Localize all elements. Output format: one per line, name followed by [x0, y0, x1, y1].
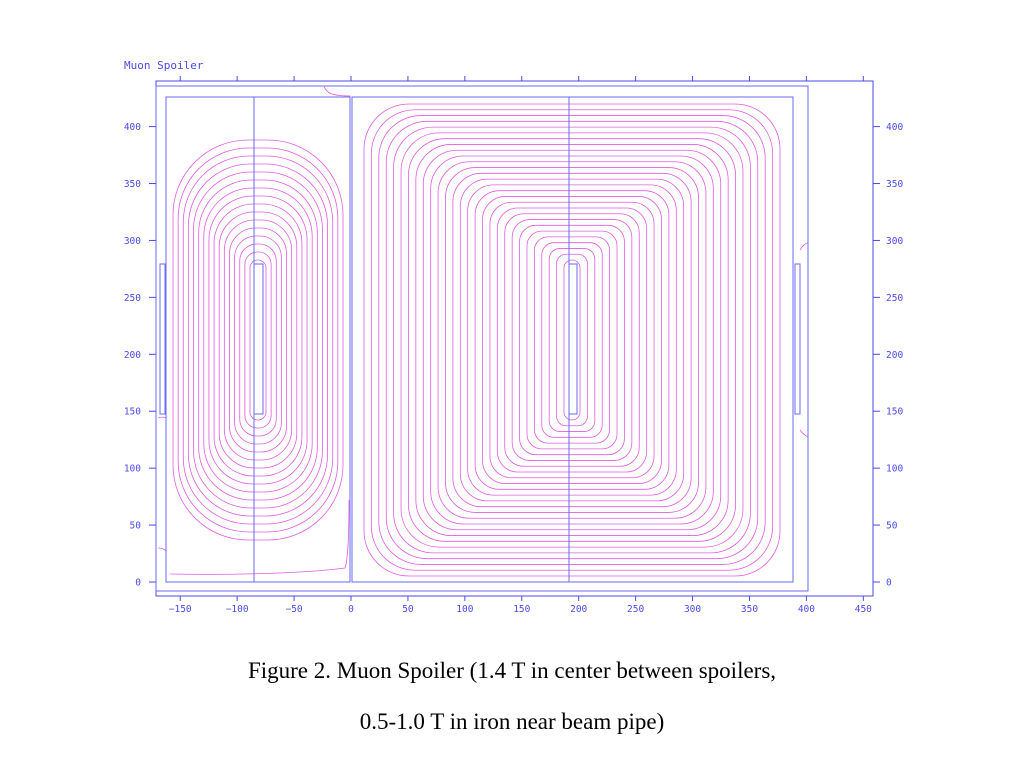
- field-lines: [157, 85, 809, 577]
- spoiler-geometry: [159, 96, 801, 583]
- right-field-line: [422, 149, 722, 531]
- right-iron-box: [351, 96, 794, 583]
- plot-frame: [155, 80, 874, 597]
- right-field-line: [415, 144, 729, 536]
- x-tick-label: −150: [169, 604, 192, 615]
- left-field-line: [213, 203, 303, 477]
- stray-field-line: [157, 547, 167, 553]
- right-spoiler-slot: [568, 263, 578, 415]
- right-field-line: [548, 248, 596, 432]
- right-field-line: [408, 138, 736, 542]
- right-field-line: [459, 178, 685, 502]
- y-tick-label-right: 350: [886, 179, 903, 190]
- y-tick-label-right: 200: [886, 350, 903, 361]
- right-field-line: [452, 172, 692, 508]
- left-edge-slot: [159, 263, 166, 415]
- y-tick-label-right: 50: [886, 521, 898, 532]
- right-field-line: [541, 242, 603, 438]
- x-tick-label: 350: [741, 604, 758, 615]
- left-field-line: [203, 187, 313, 493]
- y-tick-label-left: 350: [124, 179, 141, 190]
- right-field-line: [385, 120, 759, 560]
- y-tick-label-right: 300: [886, 236, 903, 247]
- left-field-line: [223, 219, 293, 461]
- stray-field-line: [799, 242, 809, 251]
- right-edge-slot: [794, 263, 801, 415]
- y-tick-label-left: 300: [124, 236, 141, 247]
- x-tick-label: 200: [570, 604, 587, 615]
- x-tick-label: 300: [684, 604, 701, 615]
- left-field-line: [218, 211, 298, 469]
- x-tick-label: 50: [402, 604, 414, 615]
- right-field-line: [378, 115, 766, 565]
- left-iron-box: [165, 96, 351, 583]
- figure-caption-line-1: Figure 2. Muon Spoiler (1.4 T in center …: [247, 658, 777, 683]
- right-field-line: [511, 219, 633, 461]
- y-tick-label-right: 250: [886, 293, 903, 304]
- x-tick-label: 0: [348, 604, 354, 615]
- y-tick-label-right: 150: [886, 407, 903, 418]
- x-tick-label: −50: [285, 604, 302, 615]
- y-tick-label-right: 400: [886, 122, 903, 133]
- right-field-line: [393, 126, 751, 554]
- right-field-line: [496, 207, 648, 473]
- right-field-line: [556, 253, 588, 427]
- left-spoiler-slot: [253, 263, 264, 415]
- left-field-line: [177, 147, 339, 533]
- right-field-line: [533, 236, 611, 444]
- y-tick-label-left: 50: [130, 521, 142, 532]
- left-field-line: [239, 243, 277, 437]
- right-field-line: [371, 109, 773, 571]
- right-field-line: [445, 167, 699, 513]
- left-field-line: [198, 179, 318, 501]
- stray-field-line: [323, 85, 351, 230]
- field-plot: Muon Spoiler −150 −100 −50 0 50 100 150 200 250 3…: [124, 59, 904, 615]
- right-field-line: [482, 196, 662, 484]
- right-field-line: [504, 213, 640, 467]
- right-field-line: [474, 190, 670, 490]
- left-field-line: [234, 235, 282, 445]
- right-field-line: [467, 184, 677, 496]
- left-field-line: [193, 171, 323, 509]
- right-field-line: [519, 224, 625, 456]
- figure-caption-line-2: 0.5-1.0 T in iron near beam pipe): [359, 709, 665, 734]
- y-tick-label-left: 100: [124, 464, 141, 475]
- axis-ticks: −150 −100 −50 0 50 100 150 200 250 300 350 400 450 0 0…: [124, 76, 903, 615]
- right-field-line: [526, 230, 618, 450]
- right-field-line: [400, 132, 744, 548]
- left-field-line: [249, 259, 267, 421]
- x-tick-label: 450: [855, 604, 872, 615]
- inner-frame: [155, 85, 809, 592]
- y-tick-label-right: 100: [886, 464, 903, 475]
- left-field-line: [187, 163, 328, 517]
- x-tick-label: 250: [627, 604, 644, 615]
- x-tick-label: 150: [513, 604, 530, 615]
- right-field-line: [430, 155, 714, 525]
- right-field-line: [563, 259, 581, 421]
- right-field-line: [437, 161, 707, 519]
- left-field-line: [229, 227, 287, 453]
- y-tick-label-left: 0: [135, 578, 141, 589]
- left-field-line: [244, 251, 272, 429]
- y-tick-label-left: 250: [124, 293, 141, 304]
- left-field-line: [208, 195, 308, 485]
- x-tick-label: 100: [456, 604, 473, 615]
- x-tick-label: 400: [798, 604, 815, 615]
- right-field-line: [489, 201, 655, 479]
- left-field-line: [172, 139, 344, 541]
- right-field-line: [363, 103, 781, 577]
- stray-field-line: [799, 429, 809, 438]
- x-tick-label: −100: [226, 604, 249, 615]
- stray-field-line: [169, 499, 350, 575]
- stray-field-line: [157, 416, 167, 419]
- plot-title: Muon Spoiler: [124, 59, 204, 72]
- y-tick-label-left: 150: [124, 407, 141, 418]
- y-tick-label-left: 400: [124, 122, 141, 133]
- y-tick-label-left: 200: [124, 350, 141, 361]
- left-field-line: [182, 155, 334, 525]
- y-tick-label-right: 0: [886, 578, 892, 589]
